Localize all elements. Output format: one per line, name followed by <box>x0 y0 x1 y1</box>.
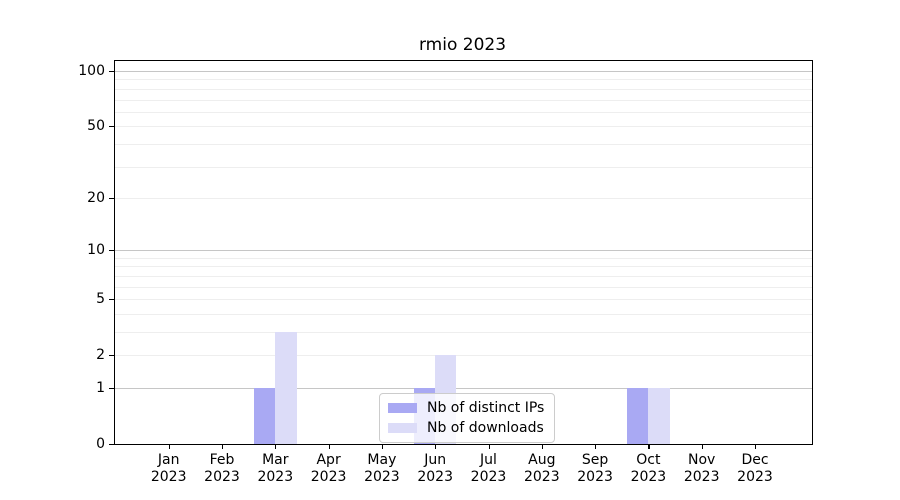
x-tick-oct <box>648 444 650 449</box>
x-tick-month: Oct <box>636 452 661 468</box>
y-tick-label-100: 100 <box>78 63 105 79</box>
gridline-minor-7 <box>115 275 812 277</box>
x-tick-year: 2023 <box>257 469 294 485</box>
x-tick-month: Nov <box>688 452 716 468</box>
gridline-minor-9 <box>115 257 812 259</box>
x-tick-year: 2023 <box>683 469 720 485</box>
y-tick-0 <box>109 444 114 446</box>
legend-label-downloads: Nb of downloads <box>427 420 544 436</box>
x-tick-month: Dec <box>741 452 769 468</box>
gridline-minor-3 <box>115 332 812 333</box>
x-tick-year: 2023 <box>470 469 507 485</box>
x-tick-feb <box>222 444 224 449</box>
x-tick-year: 2023 <box>737 469 773 485</box>
x-tick-sep <box>595 444 597 449</box>
chart-title: rmio 2023 <box>418 35 507 55</box>
x-tick-label-mar: Mar 2023 <box>257 452 293 486</box>
x-tick-year: 2023 <box>364 469 400 485</box>
gridline-major-100 <box>115 71 812 72</box>
y-tick-label-2: 2 <box>96 347 105 364</box>
x-tick-label-jul: Jul 2023 <box>471 452 507 486</box>
legend-item-distinct-ips: Nb of distinct IPs <box>388 400 544 416</box>
y-tick-label-10: 10 <box>87 242 105 259</box>
x-tick-label-oct: Oct 2023 <box>631 452 667 486</box>
x-tick-label-nov: Nov 2023 <box>684 452 720 486</box>
x-tick-year: 2023 <box>310 469 347 485</box>
x-tick-year: 2023 <box>204 469 240 485</box>
gridline-minor-80 <box>115 88 812 90</box>
x-tick-jul <box>488 444 490 449</box>
gridline-minor-8 <box>115 266 812 268</box>
x-tick-dec <box>755 444 757 449</box>
y-tick-5 <box>109 299 114 301</box>
x-tick-label-may: May 2023 <box>364 452 400 486</box>
plot-area: 0 1 2 5 10 20 50 100 Jan 2023 Feb 2023 Mar 2023 Apr 202… <box>78 60 813 485</box>
y-tick-2 <box>109 355 114 357</box>
x-tick-apr <box>328 444 330 449</box>
gridline-major-10 <box>115 250 812 252</box>
x-tick-label-dec: Dec 2023 <box>737 452 773 486</box>
x-tick-month: Sep <box>581 452 609 468</box>
gridline-minor-70 <box>115 99 812 101</box>
gridline-minor-5 <box>115 299 812 301</box>
x-tick-year: 2023 <box>523 469 560 485</box>
x-tick-year: 2023 <box>630 469 667 485</box>
x-tick-mar <box>275 444 277 449</box>
x-tick-year: 2023 <box>417 469 454 485</box>
x-tick-year: 2023 <box>577 469 613 485</box>
x-tick-month: Jun <box>424 452 447 468</box>
gridline-minor-6 <box>115 286 812 288</box>
bar-nb-of-downloads-mar <box>275 332 297 444</box>
y-tick-20 <box>109 197 114 200</box>
legend-label-distinct-ips: Nb of distinct IPs <box>427 400 545 416</box>
gridline-minor-40 <box>115 143 812 145</box>
bar-nb-of-downloads-oct <box>648 388 670 444</box>
gridline-major-1 <box>115 388 812 389</box>
gridline-minor-30 <box>115 166 812 168</box>
y-tick-label-5: 5 <box>96 291 105 308</box>
x-tick-jun <box>435 444 437 449</box>
legend: Nb of distinct IPs Nb of downloads <box>379 393 556 443</box>
x-tick-month: Apr <box>316 452 341 468</box>
x-tick-month: Feb <box>209 452 235 468</box>
y-tick-50 <box>109 126 114 128</box>
x-tick-label-aug: Aug 2023 <box>524 452 560 486</box>
gridline-minor-20 <box>115 197 812 199</box>
x-tick-label-feb: Feb 2023 <box>204 452 240 486</box>
legend-swatch-downloads <box>388 423 417 433</box>
y-tick-label-0: 0 <box>96 436 105 452</box>
x-tick-label-apr: Apr 2023 <box>311 452 347 486</box>
y-tick-label-20: 20 <box>87 189 105 206</box>
gridline-minor-50 <box>115 126 812 128</box>
y-tick-label-1: 1 <box>96 380 105 396</box>
legend-item-downloads: Nb of downloads <box>388 420 544 436</box>
x-tick-may <box>381 444 384 449</box>
x-tick-nov <box>701 444 703 449</box>
y-tick-1 <box>109 388 114 390</box>
y-tick-label-50: 50 <box>87 118 105 135</box>
x-tick-label-jun: Jun 2023 <box>417 452 453 486</box>
x-tick-aug <box>541 444 543 449</box>
bar-nb-of-distinct-ips-oct <box>627 388 649 444</box>
gridline-minor-60 <box>115 111 812 113</box>
x-tick-month: Jul <box>480 452 497 468</box>
x-tick-label-sep: Sep 2023 <box>577 452 613 486</box>
x-tick-month: May <box>367 452 397 468</box>
x-tick-month: Jan <box>157 452 180 468</box>
x-tick-year: 2023 <box>150 469 187 485</box>
gridline-minor-90 <box>115 79 812 81</box>
gridline-minor-4 <box>115 313 812 315</box>
y-tick-100 <box>109 71 114 73</box>
bar-nb-of-distinct-ips-mar <box>254 388 276 444</box>
x-tick-label-jan: Jan 2023 <box>151 452 187 486</box>
gridline-minor-2 <box>115 355 812 357</box>
y-tick-10 <box>109 250 114 252</box>
x-tick-jan <box>168 444 170 449</box>
legend-swatch-distinct-ips <box>388 403 417 413</box>
x-tick-month: Aug <box>528 452 556 468</box>
x-tick-month: Mar <box>262 452 289 468</box>
